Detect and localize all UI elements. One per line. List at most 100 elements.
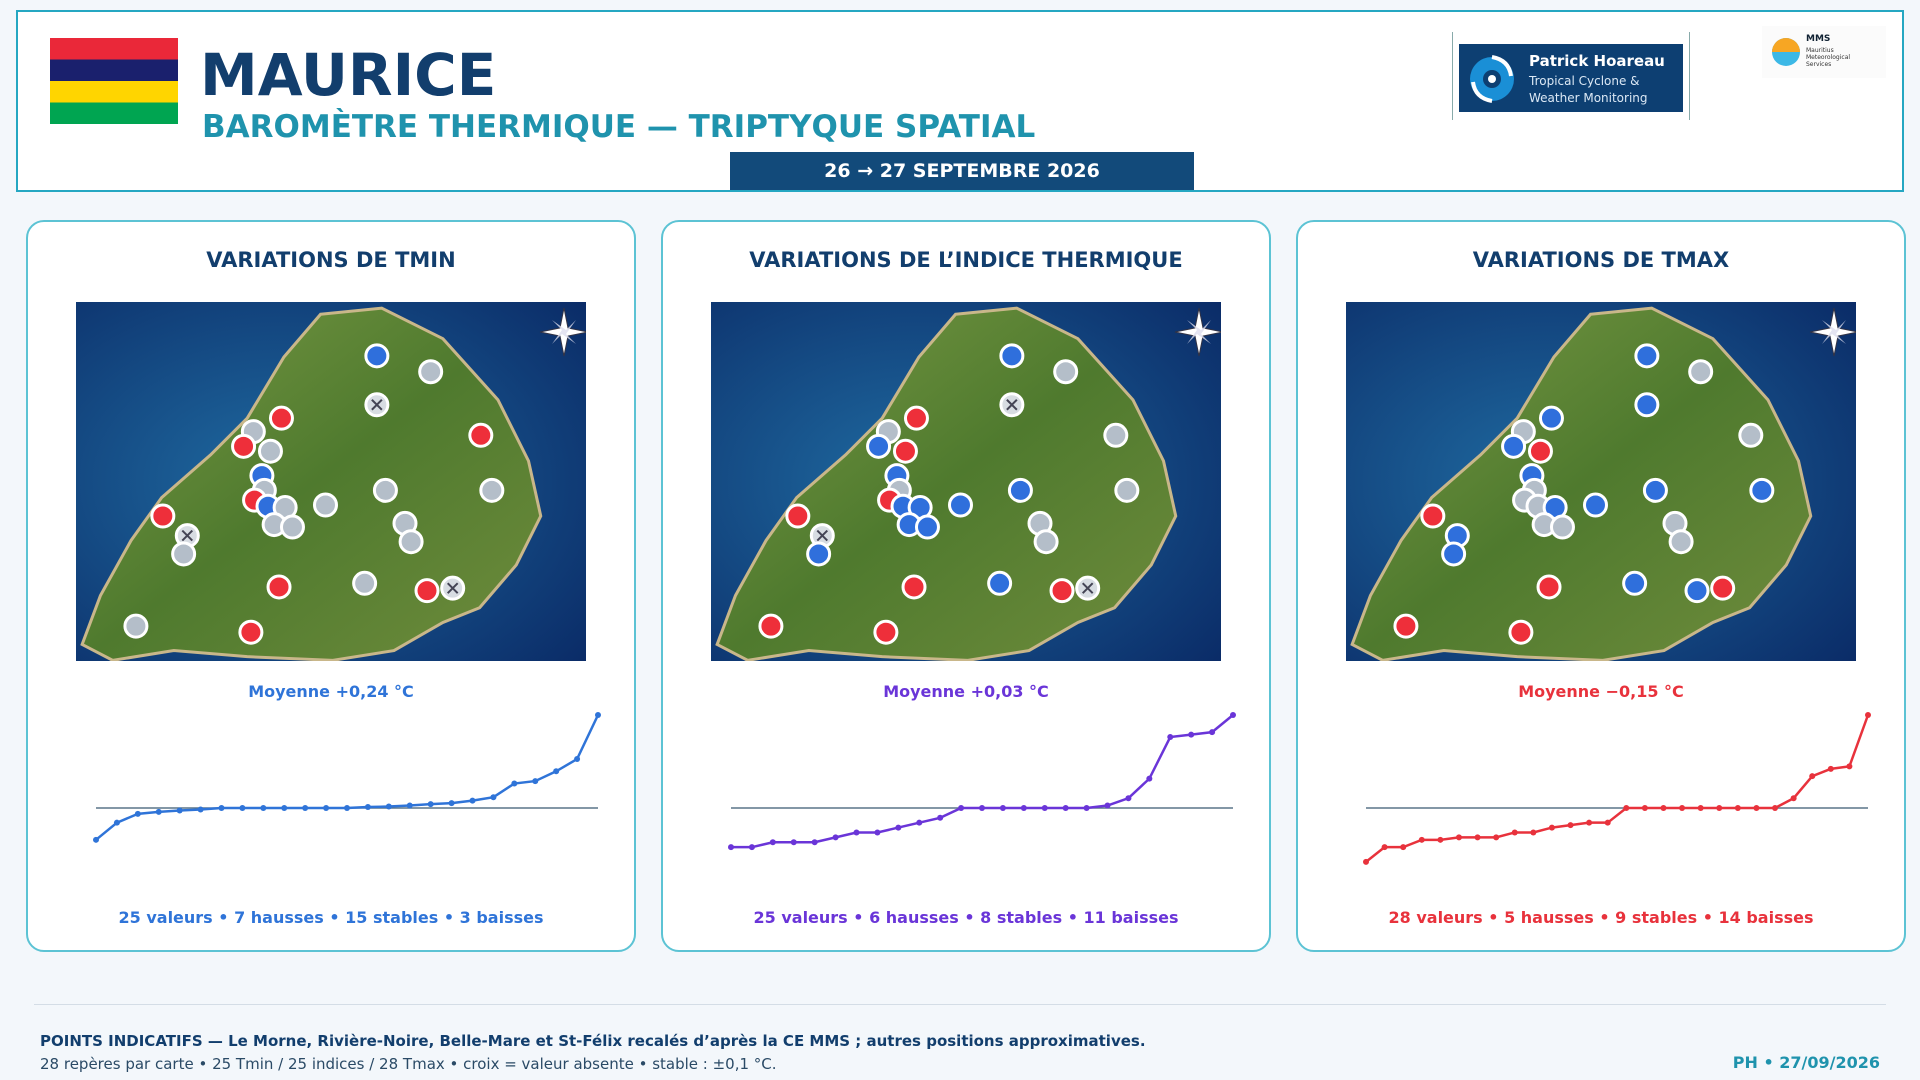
spark-point <box>134 810 141 817</box>
spark-point <box>1455 834 1462 841</box>
spark-point <box>448 800 455 807</box>
station-marker <box>279 514 305 540</box>
spark-point <box>1511 829 1518 836</box>
station-marker <box>1634 392 1660 418</box>
station-marker <box>1501 433 1527 459</box>
spark-point <box>958 805 965 811</box>
spark-point <box>323 805 330 811</box>
spark-point <box>1660 805 1667 811</box>
sparkline <box>1363 712 1871 865</box>
station-marker <box>1668 529 1694 555</box>
spark-point <box>197 806 204 813</box>
compass-star <box>1822 320 1846 344</box>
brand-line: Tropical Cyclone & <box>1529 74 1640 88</box>
mean-label: Moyenne +0,03 °C <box>883 682 1049 701</box>
station-marker <box>1710 575 1736 601</box>
panel-title: VARIATIONS DE TMAX <box>1472 248 1730 272</box>
station-marker <box>1103 422 1129 448</box>
spark-point <box>1679 805 1686 811</box>
map <box>76 302 586 661</box>
spark-point <box>595 712 601 718</box>
station-marker <box>901 574 927 600</box>
spark-point <box>1772 805 1779 811</box>
spark-point <box>1753 805 1760 811</box>
station-marker <box>914 514 940 540</box>
sparkline <box>93 712 601 843</box>
station-marker <box>1053 359 1079 385</box>
spark-point <box>176 807 183 814</box>
spark-point <box>1363 858 1369 865</box>
spark-point <box>1846 763 1853 770</box>
spark-point <box>93 836 99 843</box>
station-marker <box>892 438 918 464</box>
footer-detail: 28 repères par carte • 25 Tmin / 25 indi… <box>40 1055 777 1073</box>
brand-logo: Patrick Hoareau Tropical Cyclone & Weath… <box>1452 32 1690 120</box>
spark-point <box>1188 731 1195 738</box>
station-marker <box>1393 613 1419 639</box>
spark-point <box>790 839 797 846</box>
missing-cross <box>816 529 829 542</box>
spark-point <box>1623 805 1630 811</box>
station-marker <box>873 619 899 645</box>
station-marker <box>866 433 892 459</box>
spark-point <box>1146 775 1153 782</box>
map <box>711 302 1221 661</box>
partner-icon <box>1772 38 1800 66</box>
spark-point <box>1865 712 1871 718</box>
spark-point <box>1083 805 1090 811</box>
spark-point <box>1530 829 1537 836</box>
spark-point <box>1041 805 1048 811</box>
station-marker <box>364 343 390 369</box>
summary: 28 valeurs • 5 hausses • 9 stables • 14 … <box>1388 908 1814 927</box>
station-marker <box>987 570 1013 596</box>
station-marker <box>231 433 257 459</box>
spark-point <box>427 801 434 808</box>
spark-point <box>748 844 755 851</box>
station-marker <box>418 359 444 385</box>
station-marker <box>257 438 283 464</box>
spark-point <box>1209 729 1216 736</box>
spark-point <box>1548 824 1555 831</box>
station-marker <box>479 477 505 503</box>
spark-point <box>239 805 246 811</box>
station-marker <box>468 422 494 448</box>
compass-star <box>552 320 576 344</box>
station-marker <box>1536 574 1562 600</box>
spark-point <box>728 844 734 851</box>
missing-cross <box>181 529 194 542</box>
station-marker <box>266 574 292 600</box>
spark-point <box>937 814 944 821</box>
compass <box>1174 307 1221 357</box>
station-marker <box>414 578 440 604</box>
spark-point <box>113 819 120 826</box>
station-marker <box>1749 477 1775 503</box>
spark-point <box>1104 802 1111 809</box>
station-marker <box>1622 570 1648 596</box>
station-marker <box>352 570 378 596</box>
missing-cross <box>446 582 459 594</box>
station-marker <box>1441 541 1467 567</box>
flag <box>50 38 178 124</box>
spark-point <box>811 839 818 846</box>
spark-point <box>511 780 518 787</box>
spark-point <box>1400 844 1407 851</box>
cyclone-icon <box>1470 55 1514 103</box>
spark-point <box>1790 795 1797 802</box>
station-marker <box>171 541 197 567</box>
spark-point <box>1437 836 1444 843</box>
spark-point <box>1020 805 1027 811</box>
panel-title: VARIATIONS DE TMIN <box>206 248 456 272</box>
station-marker <box>1508 619 1534 645</box>
header: MAURICE BAROMÈTRE THERMIQUE — TRIPTYQUE … <box>16 10 1904 192</box>
partner-logo: MMS Mauritius Meteorological Services <box>1762 26 1886 78</box>
spark-point <box>344 805 350 811</box>
spark-point <box>999 805 1006 811</box>
missing-cross <box>1081 582 1094 594</box>
spark-point <box>218 805 225 811</box>
island <box>715 306 1178 661</box>
spark-point <box>260 805 267 811</box>
station-marker <box>1527 438 1553 464</box>
station-marker <box>903 405 929 431</box>
panel: VARIATIONS DE L’INDICE THERMIQUE Moyenne… <box>661 220 1271 952</box>
station-marker <box>806 541 832 567</box>
